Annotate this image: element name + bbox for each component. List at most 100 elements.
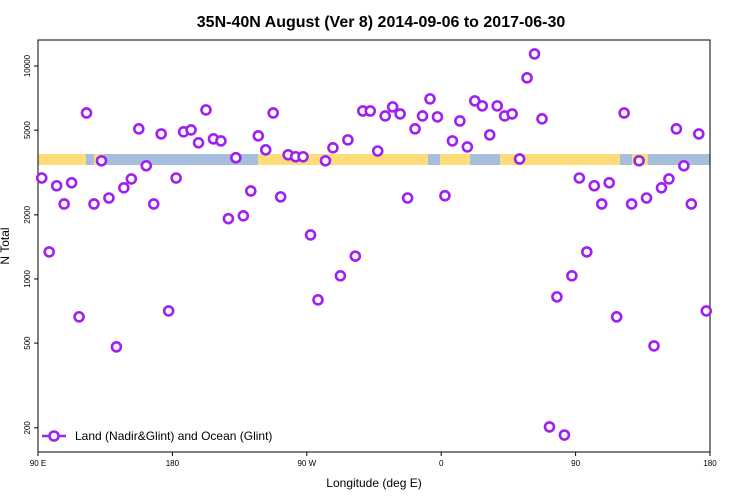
data-point <box>237 210 250 222</box>
data-point <box>379 110 392 122</box>
data-point <box>140 159 153 172</box>
data-point <box>73 311 85 323</box>
data-point <box>80 107 93 119</box>
data-point <box>655 182 668 194</box>
data-point <box>103 192 115 204</box>
data-point <box>95 154 108 167</box>
legend-label: Land (Nadir&Glint) and Ocean (Glint) <box>75 429 272 443</box>
data-point <box>588 179 601 192</box>
data-point <box>618 107 630 119</box>
data-point <box>230 151 242 164</box>
data-point <box>700 305 713 317</box>
data-point <box>670 123 683 135</box>
data-point <box>633 154 645 167</box>
data-point <box>304 229 317 241</box>
data-point <box>409 123 421 135</box>
x-tick-label: 0 <box>439 459 444 468</box>
data-point <box>222 212 235 225</box>
data-point <box>506 108 518 120</box>
data-point <box>386 101 399 113</box>
data-point <box>416 110 429 122</box>
data-point <box>394 108 406 120</box>
data-point <box>35 172 48 184</box>
data-point <box>663 173 675 185</box>
data-point <box>401 192 414 204</box>
data-point <box>640 192 653 204</box>
data-point <box>319 154 332 167</box>
data-point <box>558 429 571 441</box>
data-point <box>200 104 212 116</box>
data-point <box>454 115 466 127</box>
y-tick-label: 200 <box>23 421 32 435</box>
data-point <box>349 250 362 262</box>
data-point <box>334 269 347 282</box>
y-axis-label: N Total <box>0 227 12 264</box>
data-point <box>521 72 533 84</box>
x-axis-label: Longitude (deg E) <box>326 476 421 490</box>
data-point <box>543 421 556 433</box>
data-point <box>88 198 100 210</box>
data-point <box>371 145 384 157</box>
data-point <box>678 159 690 172</box>
data-point <box>595 198 608 210</box>
data-point <box>461 141 474 153</box>
data-point <box>566 269 578 282</box>
y-tick-label: 10000 <box>23 54 32 77</box>
land-band <box>258 154 428 165</box>
data-point <box>162 305 175 317</box>
land-band <box>38 154 86 165</box>
y-tick-label: 500 <box>23 336 32 350</box>
data-point <box>58 198 70 210</box>
data-point <box>685 198 698 210</box>
data-point <box>118 182 130 194</box>
x-tick-label: 180 <box>703 459 717 468</box>
y-tick-label: 5000 <box>23 121 32 139</box>
data-point <box>476 100 489 112</box>
data-point <box>259 144 272 156</box>
data-point <box>513 153 526 165</box>
data-point <box>648 340 660 352</box>
data-point <box>312 294 324 306</box>
x-tick-label: 90 W <box>297 459 316 468</box>
legend-marker <box>48 430 60 442</box>
x-tick-label: 90 E <box>30 459 46 468</box>
data-point <box>125 173 138 185</box>
data-point <box>215 135 227 147</box>
data-point <box>327 142 339 154</box>
x-tick-label: 90 <box>571 459 580 468</box>
data-point <box>155 128 167 140</box>
data-point <box>65 176 78 189</box>
data-point <box>252 130 265 142</box>
data-point <box>431 111 444 123</box>
y-tick-label: 1000 <box>23 270 32 288</box>
data-point <box>424 93 436 105</box>
data-point <box>625 198 638 210</box>
data-point <box>170 172 182 184</box>
data-point <box>110 341 123 353</box>
data-point <box>468 95 481 107</box>
plot-frame <box>37 39 711 453</box>
data-point <box>446 135 459 147</box>
data-point <box>245 185 257 197</box>
data-point <box>692 128 705 140</box>
data-point <box>364 105 377 117</box>
data-point <box>297 150 309 163</box>
data-point <box>483 129 496 141</box>
data-point <box>342 134 354 146</box>
data-point <box>185 124 197 136</box>
land-band <box>440 154 470 165</box>
surface-band <box>38 154 710 165</box>
data-point <box>147 198 160 210</box>
data-point <box>274 191 287 203</box>
data-point <box>528 48 541 60</box>
data-point <box>43 246 56 258</box>
data-point <box>580 246 593 258</box>
data-point <box>603 176 616 189</box>
data-point <box>133 123 145 135</box>
data-point <box>610 311 623 323</box>
chart-title: 35N-40N August (Ver 8) 2014-09-06 to 201… <box>197 14 566 31</box>
data-point <box>192 136 205 149</box>
data-point <box>267 107 280 119</box>
data-point <box>491 100 504 112</box>
